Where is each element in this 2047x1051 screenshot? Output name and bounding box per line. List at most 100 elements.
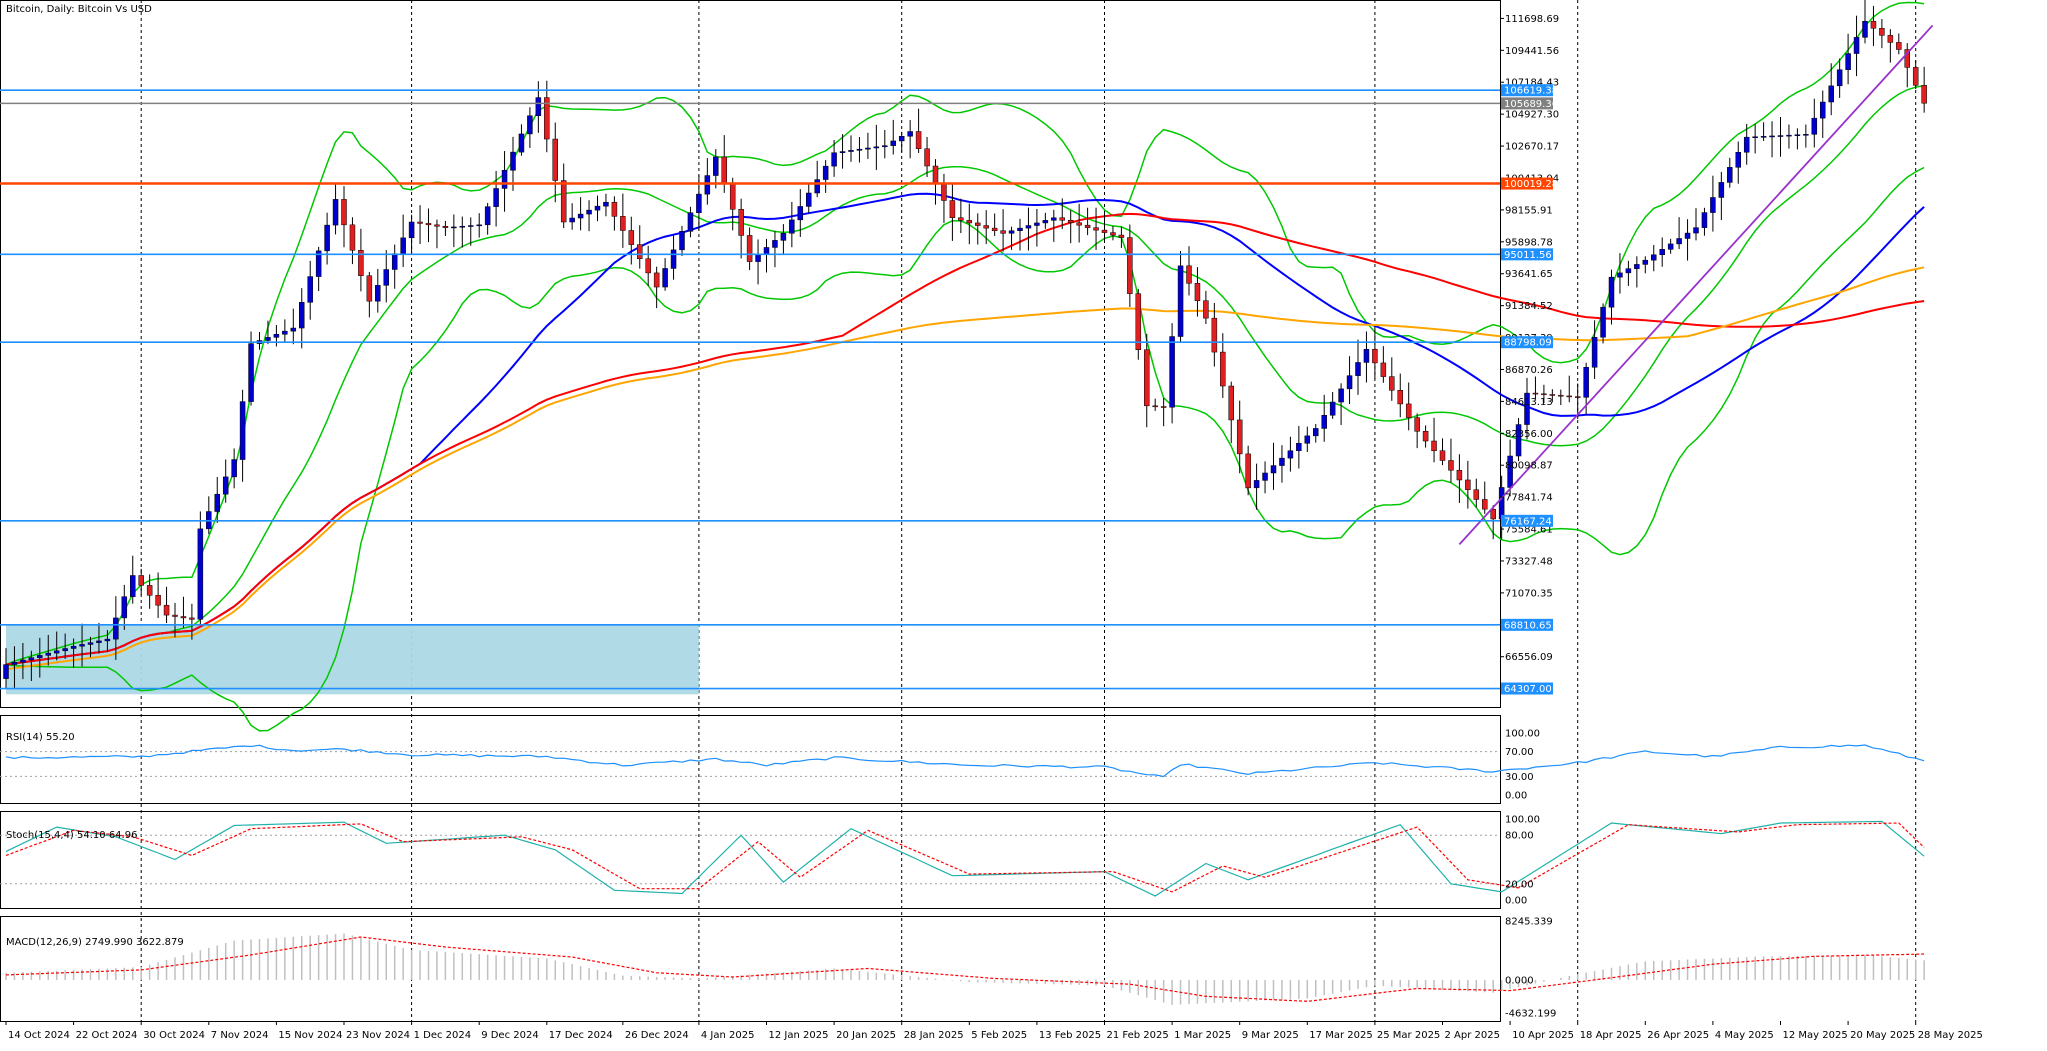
candle-bullish xyxy=(501,170,508,189)
price-level-badge-label: 68810.65 xyxy=(1504,620,1552,631)
candle-bullish xyxy=(459,225,466,228)
candle-bullish xyxy=(603,201,609,207)
candle-bullish xyxy=(1583,367,1589,398)
candle-bearish xyxy=(349,224,356,251)
candle-bearish xyxy=(180,616,187,619)
candle-bearish xyxy=(1101,229,1108,233)
price-tick-label: 73327.48 xyxy=(1505,556,1553,567)
candle-bullish xyxy=(79,644,85,647)
candle-bearish xyxy=(1380,362,1387,377)
candle-bearish xyxy=(1211,317,1218,353)
candle-bullish xyxy=(890,140,896,146)
candle-bearish xyxy=(611,201,618,217)
candle-bullish xyxy=(1794,134,1801,136)
candle-bullish xyxy=(873,146,880,149)
candle-bearish xyxy=(560,180,567,223)
candle-bullish xyxy=(1845,53,1851,70)
date-tick-label: 23 Nov 2024 xyxy=(346,1030,410,1041)
candle-bearish xyxy=(172,614,178,617)
candle-bearish xyxy=(341,199,347,226)
candle-bullish xyxy=(1608,276,1615,308)
candle-bullish xyxy=(468,225,474,227)
candle-bearish xyxy=(1448,460,1454,471)
candle-bearish xyxy=(146,585,153,596)
candle-bullish xyxy=(315,250,322,277)
candle-bullish xyxy=(1296,443,1302,451)
candle-bearish xyxy=(1118,234,1125,238)
rsi-tick-label: 0.00 xyxy=(1505,791,1527,802)
date-axis[interactable]: 14 Oct 2024 22 Oct 2024 30 Oct 2024 7 Nov 2… xyxy=(5,1021,1983,1041)
candle-bearish xyxy=(645,258,651,274)
candle-bearish xyxy=(924,148,930,167)
main-panel-frame xyxy=(0,0,1501,708)
date-tick-label: 30 Oct 2024 xyxy=(143,1030,205,1041)
candle-bullish xyxy=(1803,134,1809,136)
date-tick-label: 4 May 2025 xyxy=(1715,1030,1774,1041)
candle-bearish xyxy=(1076,222,1082,226)
candle-bullish xyxy=(324,224,330,252)
price-level-badge xyxy=(1501,97,1553,110)
price-panel[interactable] xyxy=(0,0,1934,732)
candle-bullish xyxy=(1642,259,1649,265)
date-tick-label: 13 Feb 2025 xyxy=(1039,1030,1101,1041)
candle-bearish xyxy=(1431,440,1437,452)
candle-bearish xyxy=(1372,349,1378,364)
rsi-panel[interactable] xyxy=(0,744,1925,778)
candle-bullish xyxy=(569,217,575,223)
panel-frames xyxy=(0,0,1501,1022)
macd-tick-label: 0.000 xyxy=(1505,975,1534,986)
date-tick-label: 26 Apr 2025 xyxy=(1647,1030,1709,1041)
candle-bullish xyxy=(696,193,702,213)
stochastic-panel[interactable] xyxy=(0,820,1925,897)
candle-bullish xyxy=(907,131,913,137)
candle-bullish xyxy=(789,219,795,234)
candle-bullish xyxy=(214,493,220,512)
price-axis[interactable]: 111698.69 109441.56 107184.43 104927.30 1026… xyxy=(1500,14,1559,1020)
price-tick-label: 104927.30 xyxy=(1505,110,1559,121)
candle-bearish xyxy=(941,183,947,201)
candle-bearish xyxy=(417,221,423,224)
candle-bearish xyxy=(1135,293,1142,350)
candle-bullish xyxy=(1034,222,1040,226)
price-tick-label: 98155.91 xyxy=(1505,205,1553,216)
candle-bearish xyxy=(1203,300,1209,319)
candle-bullish xyxy=(806,192,812,207)
candle-bullish xyxy=(28,657,35,661)
candle-bullish xyxy=(763,247,770,255)
candle-bullish xyxy=(1853,37,1860,54)
candle-bullish xyxy=(662,268,668,288)
candle-bullish xyxy=(1329,401,1336,416)
candle-bullish xyxy=(679,231,685,251)
price-level-badge-label: 76167.24 xyxy=(1504,516,1552,527)
candle-bullish xyxy=(1169,336,1175,408)
candle-bullish xyxy=(898,135,905,142)
price-level-badge xyxy=(1501,682,1553,695)
candle-bullish xyxy=(130,575,136,597)
candle-bullish xyxy=(45,652,51,656)
date-tick-label: 17 Dec 2024 xyxy=(549,1030,613,1041)
candle-bullish xyxy=(1828,85,1834,103)
date-tick-label: 15 Nov 2024 xyxy=(278,1030,342,1041)
candle-bearish xyxy=(155,595,161,606)
date-tick-label: 2 Apr 2025 xyxy=(1445,1030,1500,1041)
candle-bullish xyxy=(704,175,711,195)
candle-bullish xyxy=(594,205,601,211)
candle-bullish xyxy=(1253,480,1260,489)
price-tick-label: 111698.69 xyxy=(1505,14,1559,25)
candle-bearish xyxy=(1558,394,1564,397)
candle-bullish xyxy=(1313,428,1319,437)
price-tick-label: 75584.61 xyxy=(1505,525,1553,536)
rsi-line xyxy=(5,744,1925,778)
date-tick-label: 12 Jan 2025 xyxy=(769,1030,829,1041)
candle-bearish xyxy=(991,227,998,231)
candle-bearish xyxy=(1152,405,1158,408)
candle-bullish xyxy=(96,640,102,643)
candle-bearish xyxy=(1465,479,1471,490)
candle-bullish xyxy=(1338,388,1344,403)
candle-bullish xyxy=(197,528,204,620)
date-tick-label: 1 Mar 2025 xyxy=(1174,1030,1231,1041)
date-tick-label: 28 Jan 2025 xyxy=(904,1030,964,1041)
macd-panel[interactable] xyxy=(5,933,1925,1005)
candle-bullish xyxy=(248,343,254,402)
